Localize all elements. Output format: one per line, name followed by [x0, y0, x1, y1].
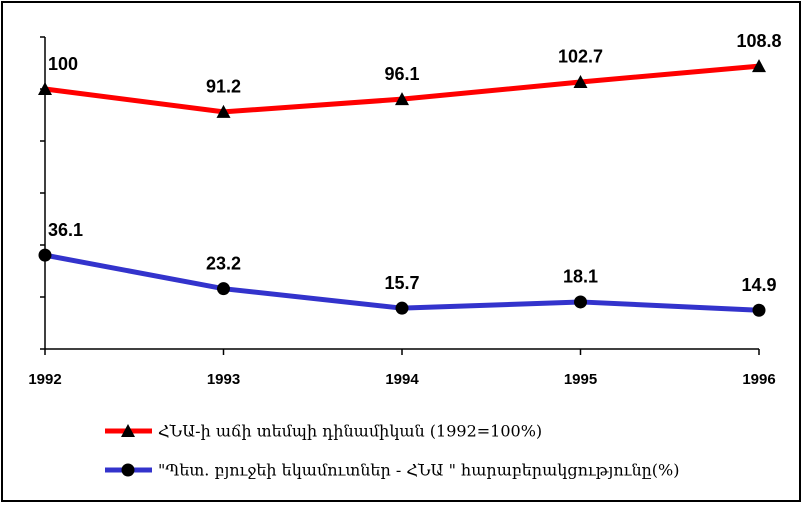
point	[573, 74, 588, 88]
point	[395, 301, 409, 315]
x-tick-label: 1994	[385, 371, 419, 388]
data-label: 102.7	[558, 47, 603, 67]
data-label: 18.1	[563, 267, 598, 287]
data-label: 100	[48, 54, 78, 74]
x-tick-label: 1992	[28, 371, 61, 388]
data-label: 91.2	[206, 77, 241, 97]
data-label: 23.2	[206, 253, 241, 273]
legend-marker	[121, 424, 135, 437]
x-tick-label: 1995	[564, 371, 597, 388]
x-tick-label: 1993	[207, 371, 240, 388]
point	[395, 92, 409, 106]
point	[216, 104, 231, 118]
x-tick-label: 1996	[742, 371, 775, 388]
point	[752, 303, 766, 317]
data-label: 15.7	[384, 273, 419, 293]
point	[217, 282, 230, 296]
point	[574, 295, 587, 309]
data-label: 96.1	[384, 64, 419, 84]
legend-label: ՀՆԱ-ի աճի տեմպի դինամիկան (1992=100%)	[158, 422, 542, 441]
legend-marker	[121, 463, 135, 477]
data-label: 36.1	[48, 220, 83, 240]
point	[38, 248, 52, 262]
point	[752, 59, 766, 73]
data-label: 108.8	[736, 31, 781, 51]
point	[38, 82, 52, 95]
data-label: 14.9	[741, 275, 776, 295]
legend-label: "Պետ. բյուջեի եկամուտներ - ՀՆԱ " հարաբեր…	[158, 461, 679, 480]
